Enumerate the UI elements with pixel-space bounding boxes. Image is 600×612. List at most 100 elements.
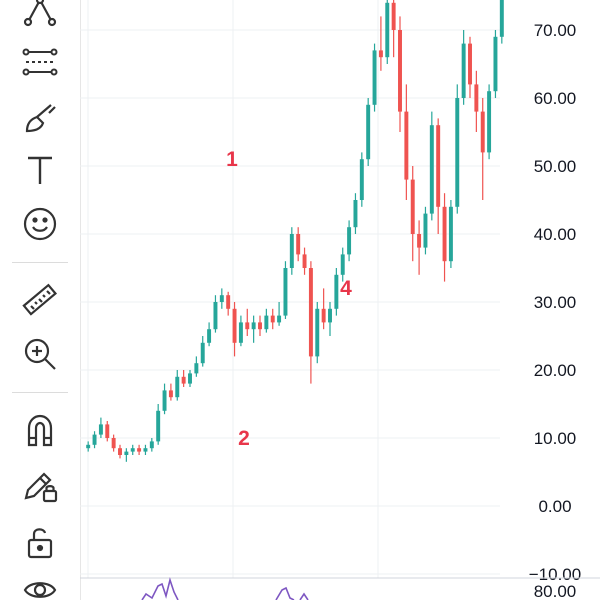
- candle-body: [366, 104, 371, 160]
- drawing-toolbar: [0, 0, 81, 600]
- candle: [226, 291, 231, 316]
- candle-body: [264, 315, 269, 330]
- magnet-icon: [27, 414, 53, 447]
- text-tool-button[interactable]: [14, 148, 66, 192]
- indicator-axis-tick-label: 80.00: [534, 582, 577, 600]
- candle: [289, 227, 294, 275]
- candle-body: [487, 91, 492, 153]
- candle: [493, 30, 498, 98]
- candle: [296, 227, 301, 262]
- y-axis-tick-label: 30.00: [534, 293, 577, 312]
- candle-body: [207, 329, 212, 343]
- candle: [264, 308, 269, 333]
- trend-tool-button[interactable]: [14, 40, 66, 84]
- magnet-tool-button[interactable]: [14, 408, 66, 452]
- candle: [188, 370, 192, 387]
- candle: [149, 438, 154, 452]
- candlestick-series: [86, 0, 504, 462]
- candle: [315, 302, 320, 364]
- y-axis-tick-label: 40.00: [534, 225, 577, 244]
- candle: [487, 84, 492, 160]
- candle-body: [143, 448, 148, 452]
- pencil-lock-icon: [24, 472, 58, 503]
- candle-body: [219, 295, 224, 302]
- candle: [308, 261, 313, 384]
- candle: [283, 261, 288, 319]
- chart-annotations: 1 2 4: [226, 148, 352, 450]
- candle-body: [111, 438, 116, 449]
- emoji-tool-button[interactable]: [14, 202, 66, 246]
- candle-body: [423, 213, 428, 248]
- y-axis-tick-label: 60.00: [534, 89, 577, 108]
- eye-icon: [23, 582, 57, 598]
- candle-body: [372, 50, 377, 105]
- candle: [391, 0, 396, 58]
- zoom-tool-button[interactable]: [14, 332, 66, 376]
- ruler-tool-button[interactable]: [14, 278, 66, 322]
- candle: [118, 444, 122, 459]
- unlock-icon: [27, 528, 53, 559]
- candle-body: [417, 234, 422, 248]
- brush-tool-button[interactable]: [14, 96, 66, 140]
- candle: [302, 247, 307, 275]
- candle-body: [442, 206, 447, 262]
- candle-body: [130, 448, 135, 452]
- candle-body: [270, 315, 275, 323]
- candle: [270, 308, 275, 330]
- candle-body: [92, 434, 97, 445]
- candle: [168, 383, 173, 401]
- candle-body: [385, 2, 390, 58]
- candle-body: [455, 98, 460, 207]
- brush-icon: [25, 104, 56, 133]
- candle-body: [226, 295, 231, 309]
- candle: [442, 193, 447, 282]
- chart-grid: [80, 0, 500, 578]
- toolbar-divider: [12, 392, 68, 393]
- candle: [238, 315, 243, 347]
- pattern-tool-button[interactable]: [14, 0, 66, 32]
- y-axis-tick-label: 0.00: [538, 497, 571, 516]
- candle-body: [493, 36, 498, 92]
- candle: [86, 441, 91, 452]
- candle-body: [296, 234, 301, 255]
- price-axis[interactable]: 70.00 60.00 50.00 40.00 30.00 20.00 10.00 0.00 −…: [529, 21, 581, 584]
- y-axis-tick-label: 50.00: [534, 157, 577, 176]
- candle-body: [302, 254, 307, 268]
- candle-body: [429, 125, 434, 214]
- candle-body: [391, 2, 396, 31]
- candle: [448, 200, 453, 268]
- candle-body: [105, 424, 110, 438]
- candle-body: [340, 254, 345, 275]
- candle-body: [86, 444, 91, 449]
- candle: [321, 288, 326, 330]
- candle-body: [213, 302, 218, 330]
- price-chart[interactable]: 1 2 4 70.00 60.00 50.00 40.00 30.00 20.00 10.00 0…: [80, 0, 600, 600]
- candle: [219, 288, 224, 309]
- candle-body: [347, 227, 352, 255]
- candle: [474, 70, 479, 132]
- candle-body: [200, 342, 205, 364]
- candle-body: [175, 376, 180, 398]
- unlock-tool-button[interactable]: [14, 520, 66, 564]
- candle: [423, 206, 428, 255]
- candle-body: [398, 30, 402, 112]
- candle-body: [118, 448, 122, 455]
- indicator-pane: 80.00: [80, 577, 600, 600]
- candle: [436, 118, 441, 234]
- candle-body: [404, 111, 409, 180]
- candle: [353, 193, 358, 234]
- candle-body: [315, 308, 320, 357]
- candle-body: [499, 0, 504, 37]
- candle: [372, 43, 377, 112]
- candle: [130, 444, 135, 455]
- candle: [213, 295, 218, 333]
- candle: [251, 315, 256, 343]
- candle: [385, 0, 390, 64]
- y-axis-tick-label: 70.00: [534, 21, 577, 40]
- candle-body: [321, 308, 326, 323]
- candle-body: [156, 410, 161, 442]
- lock-drawings-tool-button[interactable]: [14, 464, 66, 508]
- candle-body: [245, 322, 250, 330]
- visibility-tool-button[interactable]: [14, 568, 66, 612]
- smiley-icon: [23, 207, 57, 241]
